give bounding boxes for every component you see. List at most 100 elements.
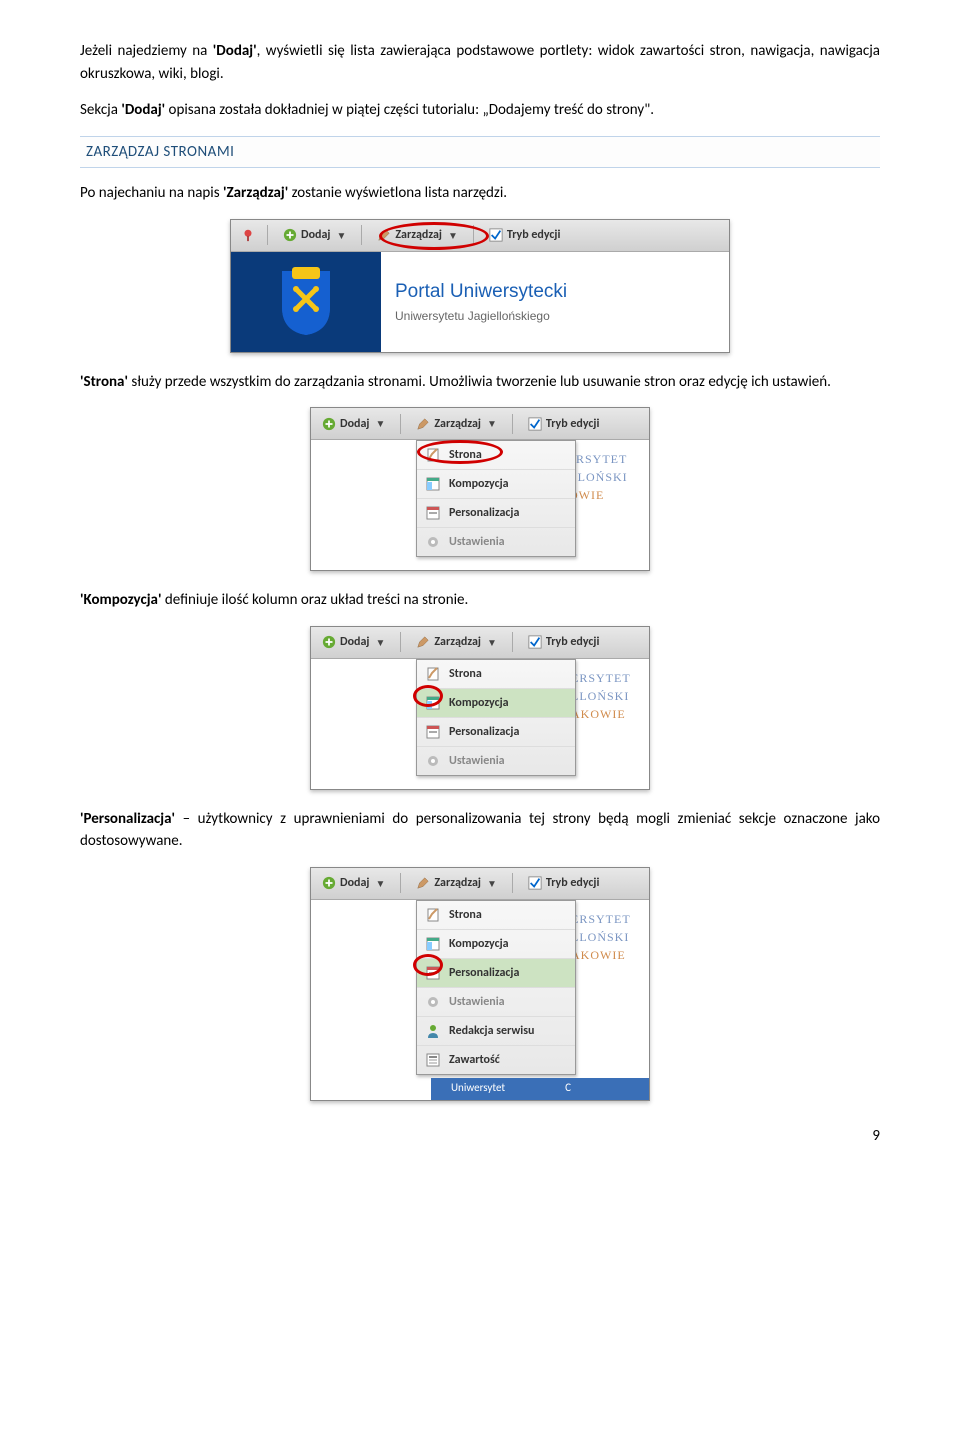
text: Po najechaniu na napis — [80, 184, 223, 202]
menu-item-strona[interactable]: Strona — [417, 901, 575, 930]
label: Ustawienia — [449, 533, 505, 551]
label: Personalizacja — [449, 504, 519, 522]
manage-button[interactable]: Zarządzaj ▼ — [409, 411, 504, 437]
personalize-icon — [425, 724, 441, 740]
separator — [400, 632, 401, 652]
text: – użytkownicy z uprawnieniami do persona… — [80, 810, 880, 851]
add-button[interactable]: Dodaj▼ — [276, 222, 353, 248]
menu-item-ustawienia[interactable]: Ustawienia — [417, 988, 575, 1017]
caret-icon: ▼ — [336, 228, 346, 243]
menu-item-strona[interactable]: Strona — [417, 441, 575, 470]
menu-item-kompozycja[interactable]: Kompozycja — [417, 930, 575, 959]
label: Strona — [449, 906, 482, 924]
separator — [361, 225, 362, 245]
bg-line: ERSYTET — [571, 910, 631, 928]
screenshot-3: Dodaj▼ Zarządzaj▼ Tryb edycji ERSYTET LL… — [310, 626, 650, 790]
intro-para-1: Jeżeli najedziemy na 'Dodaj', wyświetli … — [80, 40, 880, 85]
label: Ustawienia — [449, 993, 505, 1011]
caret-icon: ▼ — [375, 416, 385, 431]
separator — [512, 414, 513, 434]
label: Kompozycja — [449, 475, 509, 493]
para-5: 'Kompozycja' definiuje ilość kolumn oraz… — [80, 589, 880, 612]
label: Kompozycja — [449, 935, 509, 953]
edit-mode-button[interactable]: Tryb edycji — [521, 870, 607, 896]
shield-icon — [278, 267, 334, 337]
bg-line: LLOŃSKI — [571, 928, 631, 946]
screenshot-2: Dodaj▼ Zarządzaj ▼ Tryb edycji UNIWERSYTE… — [310, 407, 650, 571]
manage-button[interactable]: Zarządzaj▼ — [409, 629, 504, 655]
content-icon — [425, 1052, 441, 1068]
menu-item-zawartosc[interactable]: Zawartość — [417, 1046, 575, 1074]
personalize-icon — [425, 965, 441, 981]
menu-item-redakcja[interactable]: Redakcja serwisu — [417, 1017, 575, 1046]
manage-button[interactable]: Zarządzaj ▼ — [409, 870, 504, 896]
text: definiuje ilość kolumn oraz układ treści… — [161, 591, 468, 609]
portal-text: Portal Uniwersytecki Uniwersytetu Jagiel… — [381, 252, 729, 352]
manage-dropdown: Strona Kompozycja Personalizacja Ustawie… — [416, 900, 576, 1075]
caret-icon: ▼ — [487, 876, 497, 891]
menu-item-personalizacja[interactable]: Personalizacja — [417, 959, 575, 988]
toolbar: Dodaj ▼ Zarządzaj▼ Tryb edycji — [311, 627, 649, 659]
add-button[interactable]: Dodaj▼ — [315, 411, 392, 437]
separator — [473, 225, 474, 245]
label: Zawartość — [449, 1051, 500, 1069]
edit-label: Tryb edycji — [546, 633, 600, 651]
plus-icon — [322, 417, 336, 431]
menu-item-ustawienia[interactable]: Ustawienia — [417, 528, 575, 556]
plus-icon — [283, 228, 297, 242]
bold-strona: 'Strona' — [80, 373, 128, 391]
menu-item-personalizacja[interactable]: Personalizacja — [417, 499, 575, 528]
menu-item-kompozycja[interactable]: Kompozycja — [417, 689, 575, 718]
bg-line: LLOŃSKI — [571, 687, 631, 705]
edit-label: Tryb edycji — [546, 874, 600, 892]
manage-button[interactable]: Zarządzaj ▼ — [370, 222, 465, 248]
label: Strona — [449, 665, 482, 683]
screenshot-body: UNIWERSYTET JAGIELLOŃSKI KRAKOWIE Strona… — [311, 440, 649, 570]
bar-item[interactable]: C — [565, 1080, 571, 1097]
toolbar: Dodaj▼ Zarządzaj ▼ Tryb edycji — [311, 868, 649, 900]
separator — [400, 414, 401, 434]
plus-icon — [322, 635, 336, 649]
menu-item-personalizacja[interactable]: Personalizacja — [417, 718, 575, 747]
toolbar: Dodaj▼ Zarządzaj ▼ Tryb edycji — [311, 408, 649, 440]
add-button[interactable]: Dodaj ▼ — [315, 629, 392, 655]
intro-para-2: Sekcja 'Dodaj' opisana została dokładnie… — [80, 99, 880, 122]
para-4: 'Strona' służy przede wszystkim do zarzą… — [80, 371, 880, 394]
menu-item-kompozycja[interactable]: Kompozycja — [417, 470, 575, 499]
edit-mode-button[interactable]: Tryb edycji — [521, 629, 607, 655]
label: Redakcja serwisu — [449, 1022, 534, 1040]
screenshot-1: Dodaj▼ Zarządzaj ▼ Tryb edycji — [230, 219, 730, 353]
screenshot-4: Dodaj▼ Zarządzaj ▼ Tryb edycji ERSYTET LL… — [310, 867, 650, 1101]
edit-mode-button[interactable]: Tryb edycji — [521, 411, 607, 437]
menu-item-strona[interactable]: Strona — [417, 660, 575, 689]
add-button[interactable]: Dodaj▼ — [315, 870, 392, 896]
menu-item-ustawienia[interactable]: Ustawienia — [417, 747, 575, 775]
manage-label: Zarządzaj — [434, 874, 481, 892]
bg-line: AKOWIE — [571, 705, 631, 723]
text: Sekcja — [80, 101, 121, 119]
screenshot-1-wrap: Dodaj▼ Zarządzaj ▼ Tryb edycji — [80, 219, 880, 353]
pin-icon[interactable] — [237, 224, 259, 246]
edit-mode-button[interactable]: Tryb edycji — [482, 222, 568, 248]
caret-icon: ▼ — [375, 635, 385, 650]
text: Jeżeli najedziemy na — [80, 42, 213, 60]
portal-title: Portal Uniwersytecki — [395, 278, 729, 307]
manage-dropdown: Strona Kompozycja Personalizacja Ustawie… — [416, 659, 576, 776]
page-icon — [425, 907, 441, 923]
user-icon — [425, 1023, 441, 1039]
pencil-icon — [416, 876, 430, 890]
plus-icon — [322, 876, 336, 890]
add-label: Dodaj — [340, 633, 369, 651]
layout-icon — [425, 936, 441, 952]
manage-label: Zarządzaj — [434, 415, 481, 433]
bg-line: AKOWIE — [571, 946, 631, 964]
manage-label: Zarządzaj — [395, 226, 442, 244]
bar-item[interactable]: Uniwersytet — [451, 1080, 505, 1097]
text: służy przede wszystkim do zarządzania st… — [128, 373, 831, 391]
para-6: 'Personalizacja' – użytkownicy z uprawni… — [80, 808, 880, 853]
caret-icon: ▼ — [448, 228, 458, 243]
separator — [512, 873, 513, 893]
gear-icon — [425, 994, 441, 1010]
caret-icon: ▼ — [487, 416, 497, 431]
portal-left-panel — [231, 252, 381, 352]
